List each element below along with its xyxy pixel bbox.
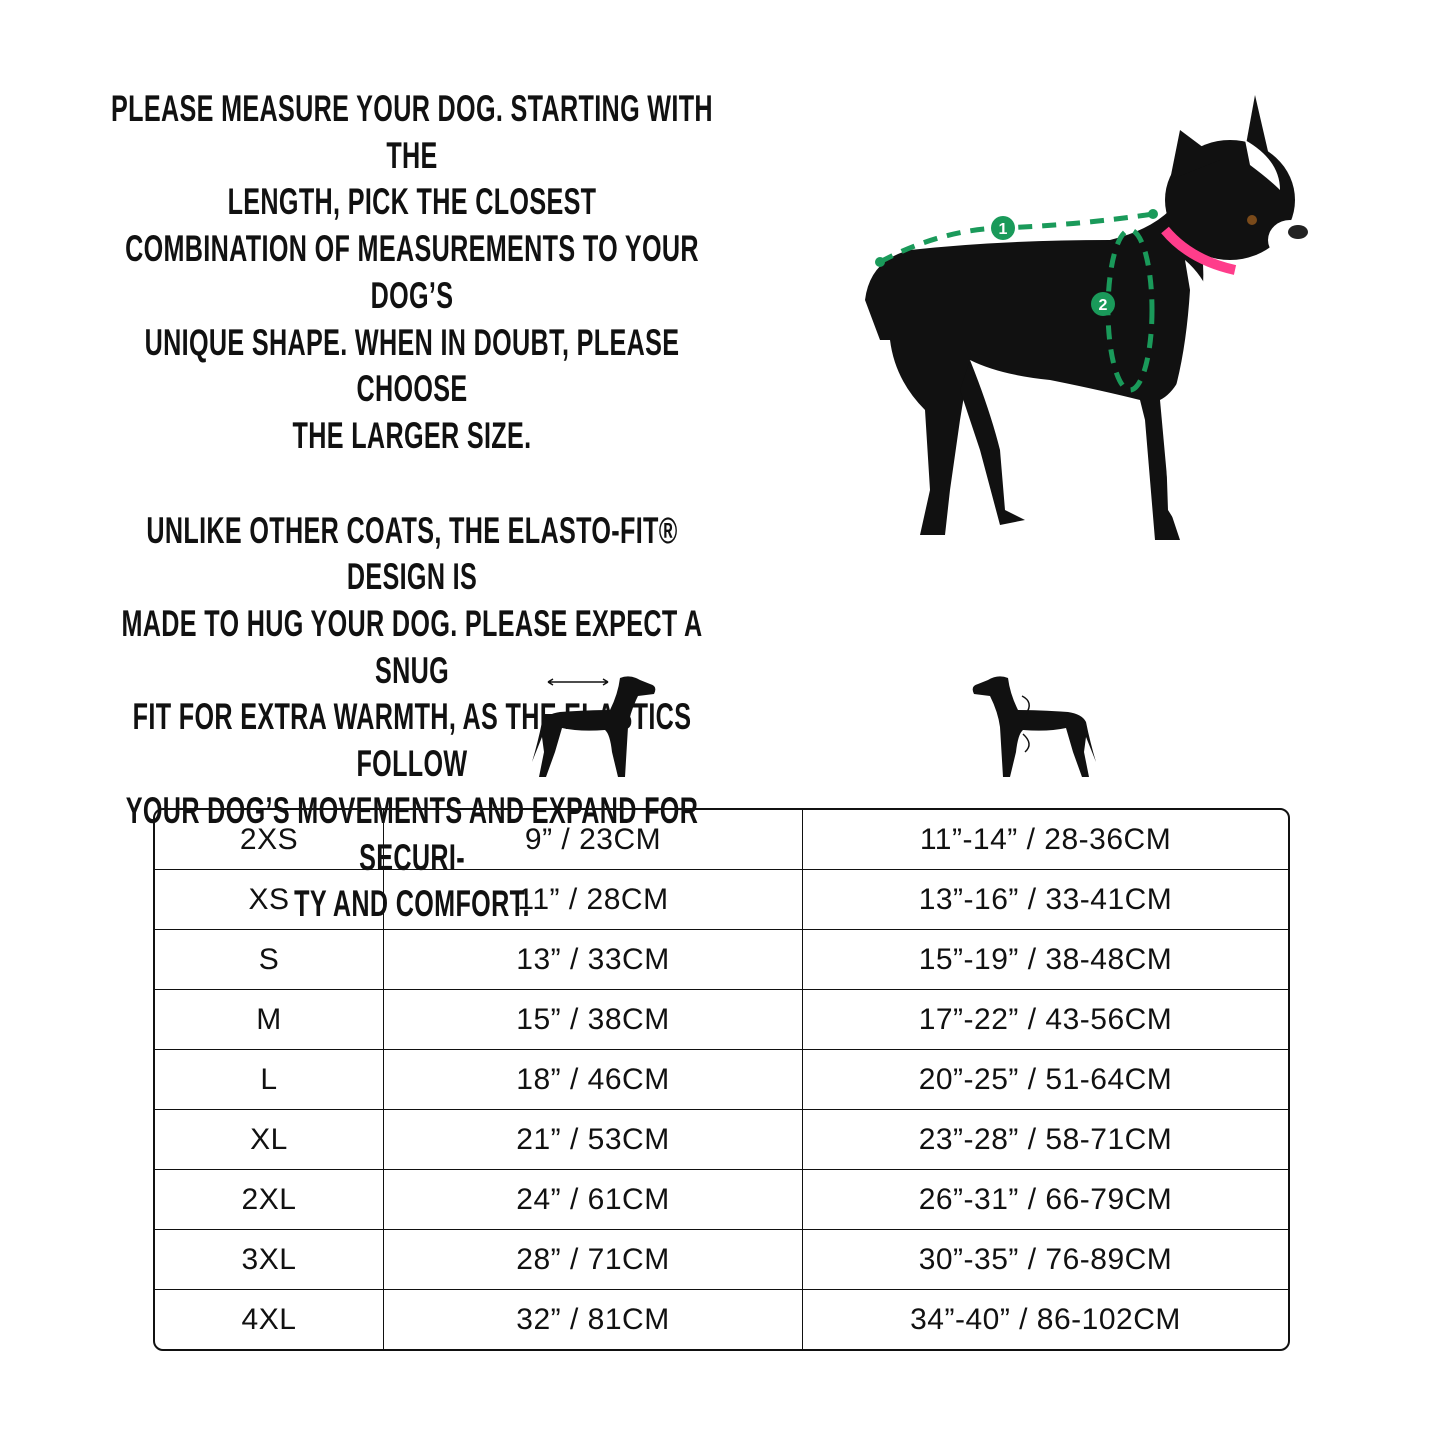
- size-row: 4XL 32” / 81CM 34”-40” / 86-102CM: [155, 1290, 1288, 1349]
- length-value: 9” / 23CM: [384, 810, 803, 870]
- length-value: 15” / 38CM: [384, 990, 803, 1050]
- length-value: 18” / 46CM: [384, 1050, 803, 1110]
- length-value: 11” / 28CM: [384, 870, 803, 930]
- size-label: 4XL: [155, 1290, 384, 1349]
- size-row: M 15” / 38CM 17”-22” / 43-56CM: [155, 990, 1288, 1050]
- dog-measurement-photo: 1 2: [865, 95, 1312, 545]
- chest-girth-value: 23”-28” / 58-71CM: [803, 1110, 1288, 1170]
- size-row: 3XL 28” / 71CM 30”-35” / 76-89CM: [155, 1230, 1288, 1290]
- sizing-instructions: PLEASE MEASURE YOUR DOG. STARTING WITH T…: [106, 86, 718, 928]
- length-value: 32” / 81CM: [384, 1290, 803, 1349]
- instruction-line: MADE TO HUG YOUR DOG. PLEASE EXPECT A SN…: [121, 603, 703, 691]
- size-label: S: [155, 930, 384, 990]
- instruction-line: LENGTH, PICK THE CLOSEST: [227, 181, 597, 223]
- chest-girth-value: 30”-35” / 76-89CM: [803, 1230, 1288, 1290]
- size-label: XL: [155, 1110, 384, 1170]
- size-label: L: [155, 1050, 384, 1110]
- size-row: S 13” / 33CM 15”-19” / 38-48CM: [155, 930, 1288, 990]
- chest-girth-value: 17”-22” / 43-56CM: [803, 990, 1288, 1050]
- collar: [1161, 226, 1237, 275]
- length-value: 21” / 53CM: [384, 1110, 803, 1170]
- marker-1: 1: [999, 221, 1008, 238]
- length-value: 24” / 61CM: [384, 1170, 803, 1230]
- size-row: L 18” / 46CM 20”-25” / 51-64CM: [155, 1050, 1288, 1110]
- chest-girth-value: 26”-31” / 66-79CM: [803, 1170, 1288, 1230]
- instruction-line: THE LARGER SIZE.: [292, 414, 532, 456]
- chest-girth-value: 15”-19” / 38-48CM: [803, 930, 1288, 990]
- size-row: XL 21” / 53CM 23”-28” / 58-71CM: [155, 1110, 1288, 1170]
- instruction-line: COMBINATION OF MEASUREMENTS TO YOUR DOG’…: [125, 228, 699, 316]
- size-label: 2XL: [155, 1170, 384, 1230]
- size-label: 2XS: [155, 810, 384, 870]
- instruction-line: PLEASE MEASURE YOUR DOG. STARTING WITH T…: [111, 88, 713, 176]
- size-label: 3XL: [155, 1230, 384, 1290]
- size-row: XS 11” / 28CM 13”-16” / 33-41CM: [155, 870, 1288, 930]
- chest-girth-value: 13”-16” / 33-41CM: [803, 870, 1288, 930]
- size-label: XS: [155, 870, 384, 930]
- size-row: 2XS 9” / 23CM 11”-14” / 28-36CM: [155, 810, 1288, 870]
- size-table: 2XS 9” / 23CM 11”-14” / 28-36CM XS 11” / 28C…: [153, 808, 1290, 1351]
- size-label: M: [155, 990, 384, 1050]
- instruction-line: TY AND COMFORT.: [294, 883, 530, 925]
- chest-girth-value: 20”-25” / 51-64CM: [803, 1050, 1288, 1110]
- dog-length-icon: [532, 676, 656, 777]
- length-value: 28” / 71CM: [384, 1230, 803, 1290]
- size-row: 2XL 24” / 61CM 26”-31” / 66-79CM: [155, 1170, 1288, 1230]
- marker-2: 2: [1099, 297, 1108, 314]
- dog-chest-girth-icon: [972, 676, 1096, 777]
- chest-girth-value: 34”-40” / 86-102CM: [910, 1302, 1181, 1336]
- instruction-line: UNIQUE SHAPE. WHEN IN DOUBT, PLEASE CHOO…: [144, 321, 680, 410]
- instruction-line: UNLIKE OTHER COATS, THE ELASTO-FIT® DESI…: [146, 509, 678, 598]
- length-value: 13” / 33CM: [384, 930, 803, 990]
- chest-girth-value: 11”-14” / 28-36CM: [803, 810, 1288, 870]
- instruction-line: YOUR DOG’S MOVEMENTS AND EXPAND FOR SECU…: [125, 789, 699, 878]
